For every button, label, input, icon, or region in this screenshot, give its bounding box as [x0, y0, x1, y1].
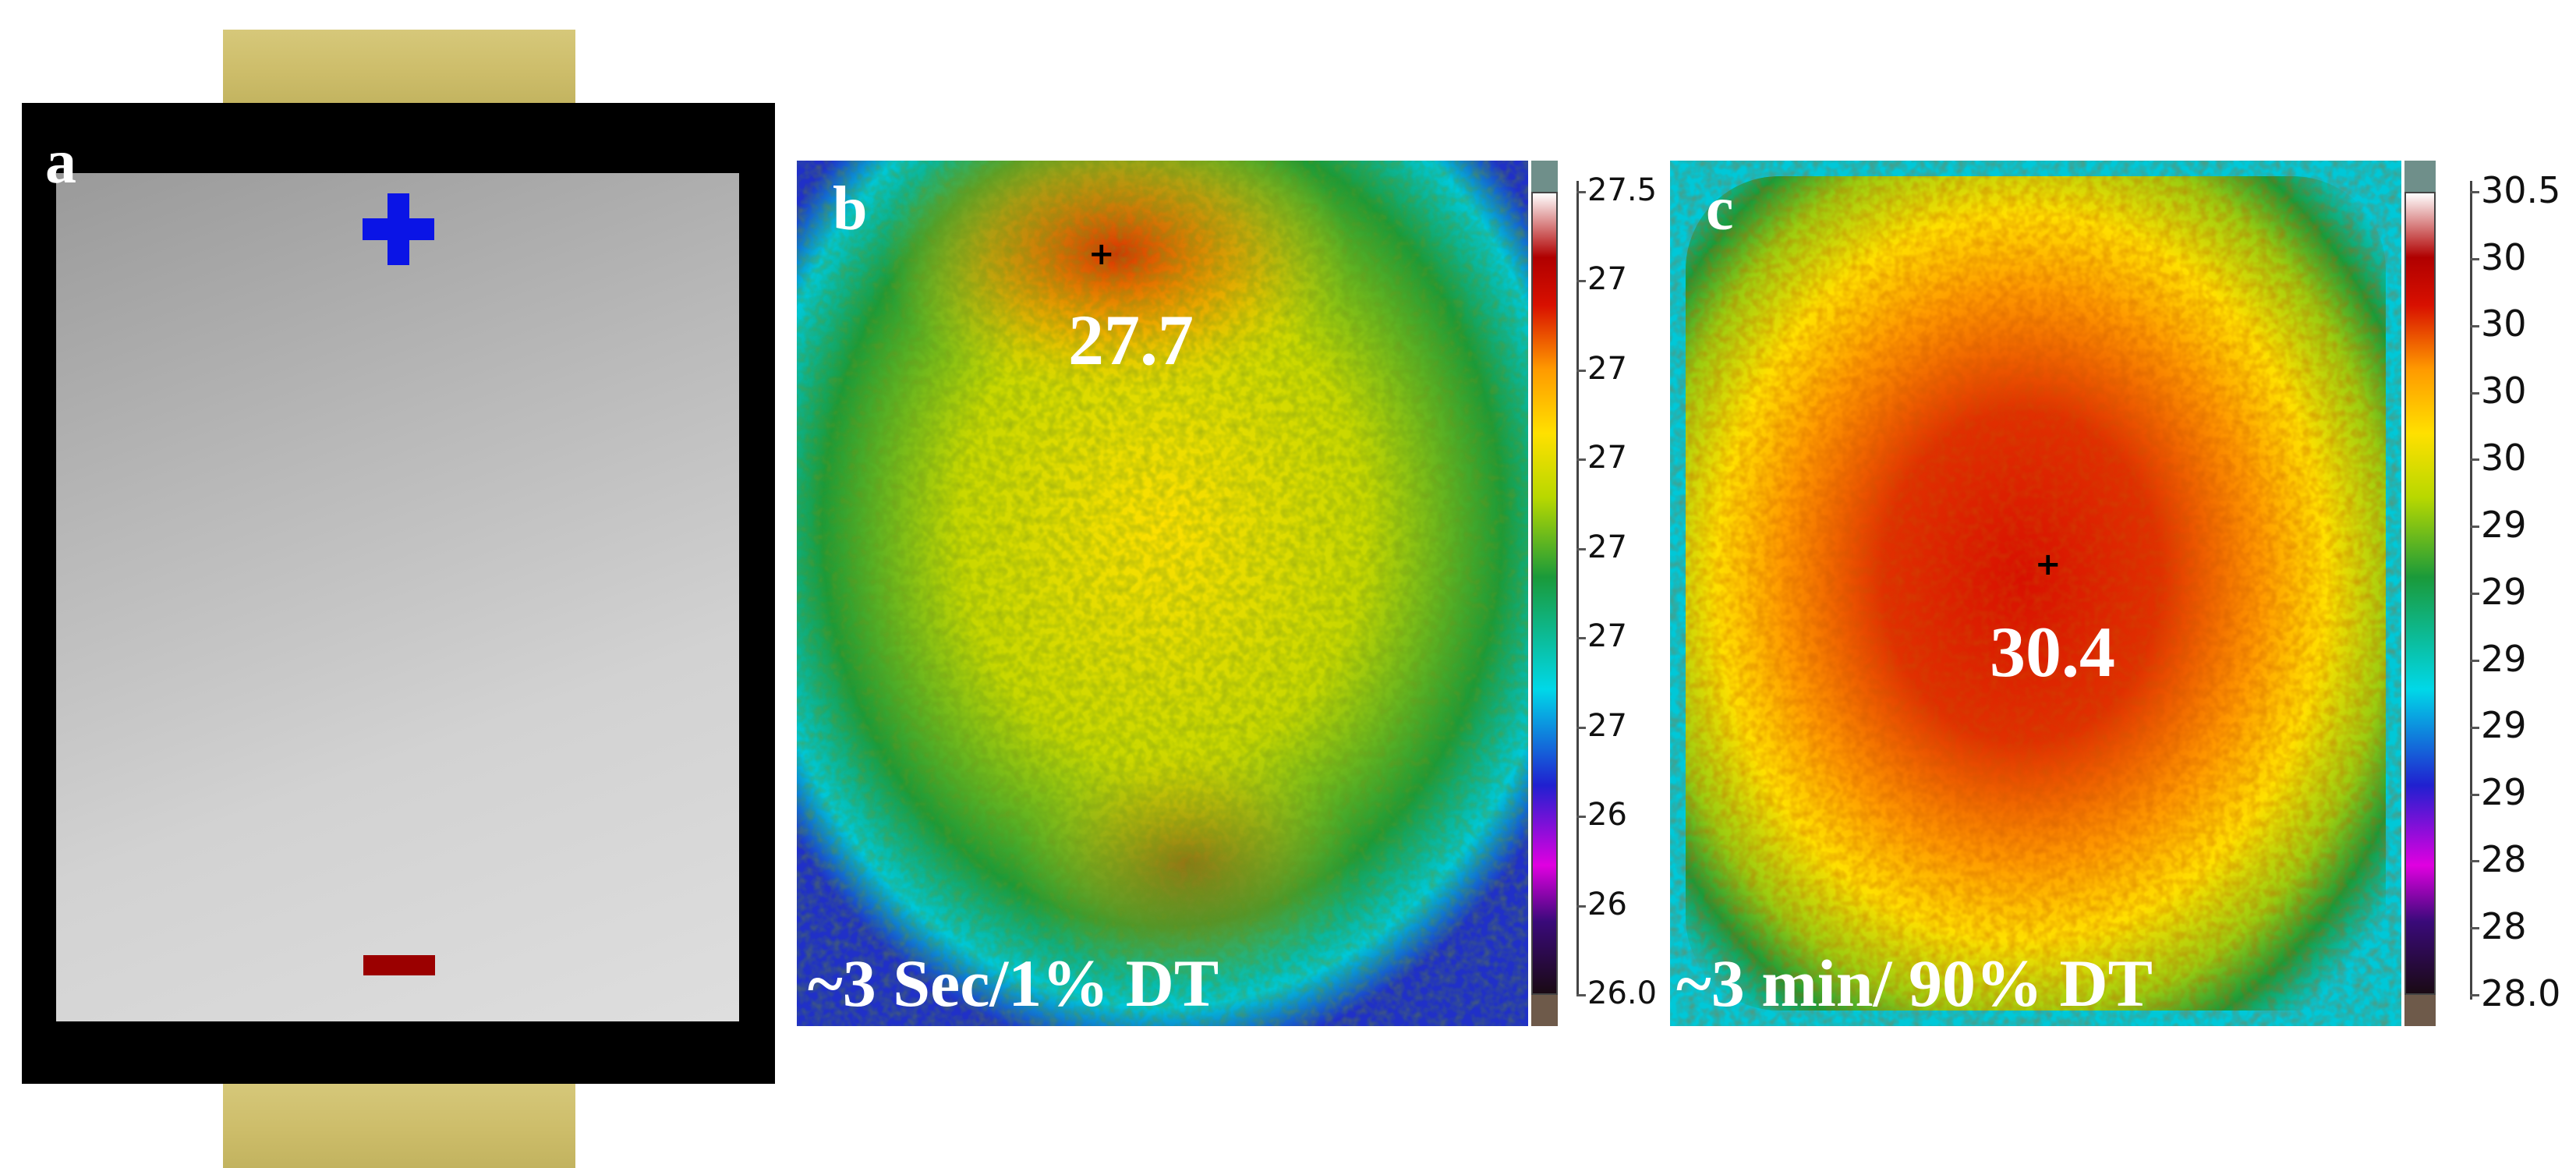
colorbar-b-top-cap — [1531, 161, 1558, 192]
colorbar-c-axis — [2470, 181, 2472, 1000]
colorbar-b-tick-mark — [1576, 816, 1586, 819]
colorbar-b-tick-label: 26.0 — [1587, 975, 1658, 1011]
colorbar-b — [1531, 192, 1558, 995]
colorbar-b-tick-label: 27.5 — [1587, 172, 1658, 208]
colorbar-c-top-cap — [2404, 161, 2436, 192]
colorbar-c-tick-label: 29 — [2481, 771, 2527, 814]
colorbar-c-tick-label: 30 — [2481, 303, 2527, 345]
caption-c: ~3 min/ 90% DT — [1676, 946, 2153, 1021]
colorbar-c-tick-mark — [2470, 659, 2479, 662]
colorbar-b-tick-label: 27 — [1587, 618, 1627, 655]
colorbar-b-tick-mark — [1576, 458, 1586, 462]
panel-b-letter: b — [833, 175, 868, 243]
colorbar-b-bottom-cap — [1531, 995, 1558, 1026]
colorbar-c-tick-label: 29 — [2481, 570, 2527, 613]
colorbar-c-tick-mark — [2470, 927, 2479, 930]
colorbar-b-tick-label: 26 — [1587, 797, 1627, 834]
battery-cell-face — [56, 173, 739, 1021]
colorbar-b-tick-mark — [1576, 904, 1586, 908]
hotspot-marker-b: + — [1088, 236, 1115, 272]
colorbar-b-tick-mark — [1576, 547, 1586, 550]
colorbar-c-tick-label: 30 — [2481, 437, 2527, 480]
colorbar-c-tick-mark — [2470, 191, 2479, 193]
positive-tab — [223, 30, 575, 106]
caption-b: ~3 Sec/1% DT — [808, 946, 1219, 1021]
colorbar-c-tick-label: 28.0 — [2481, 972, 2561, 1014]
colorbar-b-tick-label: 27 — [1587, 261, 1627, 298]
colorbar-c-tick-label: 30.5 — [2481, 168, 2561, 211]
colorbar-c-tick-label: 29 — [2481, 503, 2527, 546]
hotspot-marker-c: + — [2035, 547, 2061, 582]
colorbar-c-tick-label: 30 — [2481, 370, 2527, 412]
colorbar-c-tick-label: 28 — [2481, 838, 2527, 881]
colorbar-c-bottom-cap — [2404, 995, 2436, 1026]
colorbar-b-tick-label: 27 — [1587, 350, 1627, 387]
negative-tab — [223, 1082, 575, 1168]
colorbar-c-tick-mark — [2470, 458, 2479, 462]
colorbar-c-tick-label: 29 — [2481, 637, 2527, 680]
panel-a-letter: a — [45, 128, 76, 196]
colorbar-c-tick-label: 30 — [2481, 235, 2527, 278]
colorbar-c-tick-mark — [2470, 391, 2479, 395]
peak-temperature-c: 30.4 — [1990, 612, 2115, 692]
colorbar-c-tick-mark — [2470, 257, 2479, 260]
colorbar-c-tick-mark — [2470, 994, 2479, 996]
colorbar-b-tick-mark — [1576, 994, 1586, 996]
colorbar-c-tick-label: 29 — [2481, 704, 2527, 747]
colorbar-c-tick-mark — [2470, 324, 2479, 327]
colorbar-b-tick-label: 26 — [1587, 886, 1627, 922]
colorbar-b-axis — [1576, 181, 1579, 995]
colorbar-b-tick-label: 27 — [1587, 529, 1627, 565]
colorbar-b-tick-mark — [1576, 726, 1586, 729]
colorbar-b-tick-mark — [1576, 369, 1586, 372]
colorbar-c-tick-mark — [2470, 860, 2479, 863]
colorbar-b-tick-mark — [1576, 637, 1586, 640]
colorbar-c-tick-mark — [2470, 793, 2479, 796]
colorbar-b-tick-mark — [1576, 191, 1586, 193]
plus-icon — [363, 193, 434, 265]
colorbar-c-tick-mark — [2470, 593, 2479, 595]
colorbar-b-tick-label: 27 — [1587, 707, 1627, 744]
colorbar-b-tick-label: 27 — [1587, 440, 1627, 476]
thermal-map-c — [1670, 161, 2401, 1026]
thermal-map-b — [797, 161, 1528, 1026]
colorbar-c-tick-mark — [2470, 526, 2479, 529]
colorbar-c-tick-label: 28 — [2481, 904, 2527, 947]
peak-temperature-b: 27.7 — [1068, 300, 1194, 380]
minus-icon — [363, 955, 435, 975]
colorbar-c — [2404, 192, 2436, 995]
panel-c-letter: c — [1706, 175, 1734, 243]
colorbar-b-tick-mark — [1576, 280, 1586, 283]
colorbar-c-tick-mark — [2470, 726, 2479, 729]
